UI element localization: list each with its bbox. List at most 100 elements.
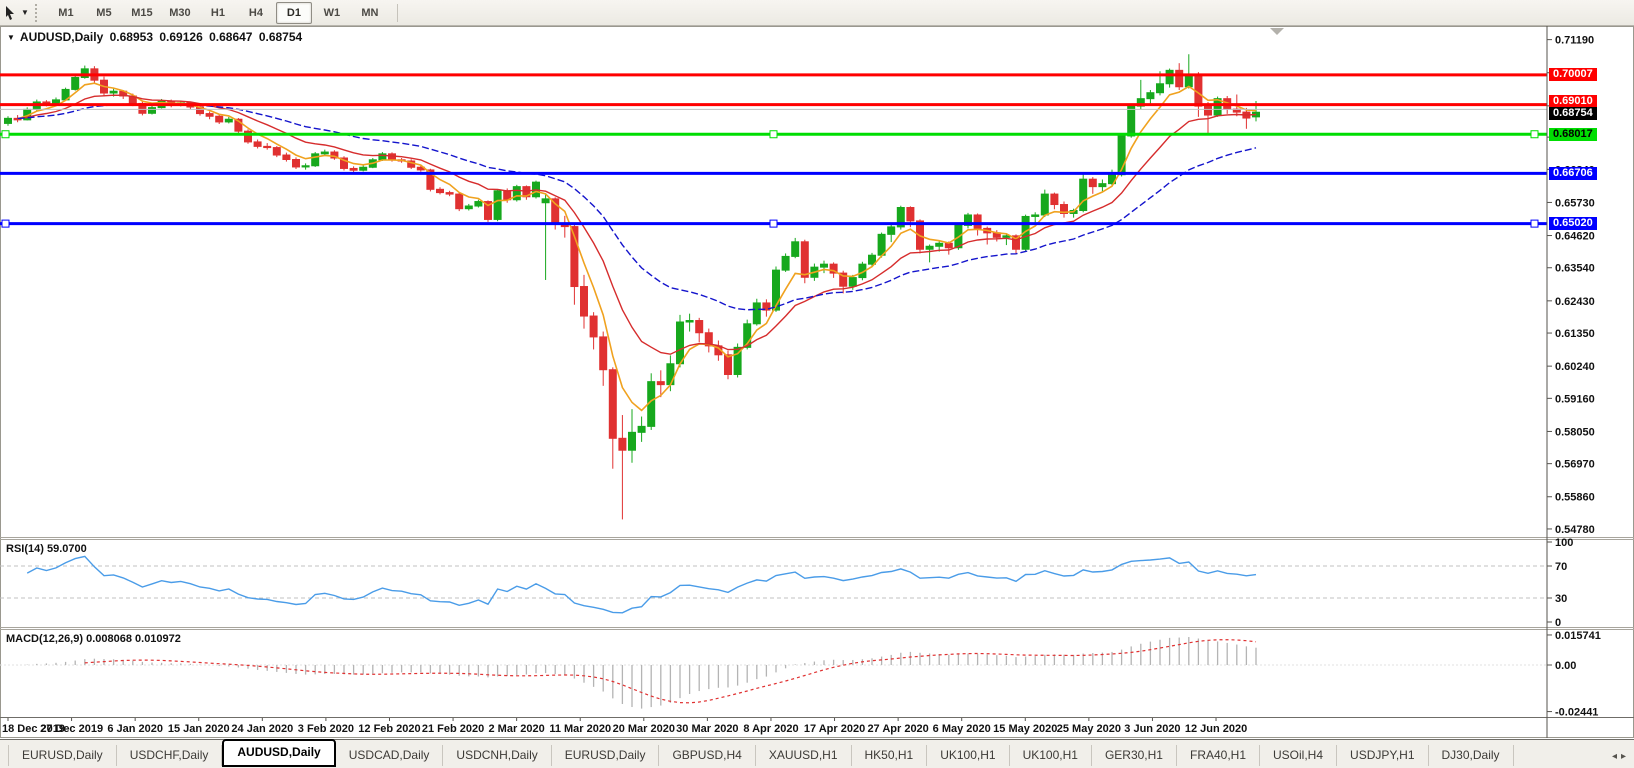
candle-body bbox=[685, 320, 694, 323]
candle-body bbox=[1127, 105, 1136, 137]
candle-body bbox=[1040, 193, 1049, 216]
chart-tab-dj30-daily[interactable]: DJ30,Daily bbox=[1429, 745, 1514, 766]
chart-tab-usoil-h4[interactable]: USOil,H4 bbox=[1260, 745, 1338, 766]
candle-body bbox=[1021, 215, 1030, 250]
chart-tab-eurusd-daily[interactable]: EURUSD,Daily bbox=[552, 745, 660, 766]
chart-tab-uk100-h1[interactable]: UK100,H1 bbox=[927, 745, 1010, 766]
candle-body bbox=[666, 363, 675, 386]
candle-body bbox=[541, 198, 550, 204]
candle-body bbox=[628, 431, 636, 451]
candle-body bbox=[762, 302, 771, 311]
candle-body bbox=[1204, 105, 1212, 116]
timeframe-button-w1[interactable]: W1 bbox=[323, 6, 341, 19]
line-handle[interactable] bbox=[1, 130, 10, 139]
candle-body bbox=[676, 321, 684, 365]
time-axis-label: 2 Mar 2020 bbox=[489, 723, 545, 735]
timeframe-button-m5[interactable]: M5 bbox=[96, 6, 112, 19]
candle-body bbox=[445, 192, 454, 195]
chart-tab-eurusd-daily[interactable]: EURUSD,Daily bbox=[8, 745, 117, 766]
timeframe-button-m30[interactable]: M30 bbox=[169, 6, 191, 19]
caret-down-icon[interactable]: ▼ bbox=[21, 8, 29, 17]
tab-scroll-left-icon[interactable]: ◂ bbox=[1611, 751, 1621, 762]
chart-tab-fra40-h1[interactable]: FRA40,H1 bbox=[1177, 745, 1261, 766]
candle-body bbox=[791, 241, 800, 257]
timeframe-button-h1[interactable]: H1 bbox=[210, 6, 225, 19]
candle-body bbox=[637, 425, 646, 433]
price-badge-0.66706: 0.66706 bbox=[1549, 166, 1597, 180]
axis-tick-label: -0.02441 bbox=[1555, 707, 1598, 719]
price-badge-0.68017: 0.68017 bbox=[1549, 127, 1597, 141]
chart-tab-audusd-daily[interactable]: AUDUSD,Daily bbox=[222, 739, 336, 767]
candle-body bbox=[1088, 178, 1097, 188]
chart-tabs: EURUSD,Daily USDCHF,Daily AUDUSD,Daily USDC… bbox=[0, 739, 1514, 768]
chart-tab-ger30-h1[interactable]: GER30,H1 bbox=[1092, 745, 1177, 766]
candle-body bbox=[484, 201, 492, 220]
axis-tick-label: 0.59160 bbox=[1555, 393, 1595, 405]
candle-body bbox=[781, 255, 790, 271]
candle-body bbox=[1098, 183, 1107, 188]
time-axis-label: 20 Mar 2020 bbox=[613, 723, 675, 735]
symbol-dropdown-icon[interactable]: ▼ bbox=[7, 33, 15, 42]
candle-body bbox=[973, 214, 982, 229]
candle-body bbox=[455, 193, 464, 210]
candle-body bbox=[935, 242, 944, 247]
candle-body bbox=[877, 233, 886, 256]
candle-body bbox=[589, 315, 598, 338]
timeframe-button-d1[interactable]: D1 bbox=[275, 1, 312, 24]
candle-body bbox=[340, 157, 348, 169]
time-axis-label: 30 Mar 2020 bbox=[676, 723, 738, 735]
candle-body bbox=[1060, 204, 1068, 214]
line-handle[interactable] bbox=[1, 219, 10, 228]
timeframe-button-mn[interactable]: MN bbox=[361, 6, 379, 19]
axis-tick-label: 30 bbox=[1555, 593, 1567, 605]
candle-body bbox=[263, 145, 272, 149]
candle-body bbox=[1079, 178, 1088, 211]
chart-tab-hk50-h1[interactable]: HK50,H1 bbox=[852, 745, 928, 766]
candle-body bbox=[215, 115, 224, 123]
candle-body bbox=[896, 207, 905, 228]
chart-tab-usdjpy-h1[interactable]: USDJPY,H1 bbox=[1337, 745, 1429, 766]
tab-scroll-right-icon[interactable]: ▸ bbox=[1620, 751, 1630, 762]
candle-body bbox=[1050, 193, 1059, 206]
chart-tab-usdchf-daily[interactable]: USDCHF,Daily bbox=[117, 745, 223, 766]
price-badge-0.70007: 0.70007 bbox=[1549, 68, 1597, 82]
price-badge-0.65020: 0.65020 bbox=[1549, 217, 1597, 231]
price-badge-0.68754: 0.68754 bbox=[1549, 106, 1597, 120]
candle-body bbox=[272, 147, 281, 156]
timeframe-button-m15[interactable]: M15 bbox=[131, 6, 153, 19]
candle-body bbox=[1165, 69, 1174, 85]
chart-shift-marker[interactable] bbox=[1270, 28, 1284, 35]
candle-body bbox=[1184, 74, 1193, 88]
line-handle[interactable] bbox=[769, 219, 778, 228]
chart-cursor-icon[interactable] bbox=[3, 5, 19, 21]
timeframe-button-m1[interactable]: M1 bbox=[58, 6, 74, 19]
candle-body bbox=[282, 154, 291, 160]
timeframe-button-h4[interactable]: H4 bbox=[248, 6, 263, 19]
line-handle[interactable] bbox=[769, 130, 778, 139]
chart-tab-xauusd-h1[interactable]: XAUUSD,H1 bbox=[756, 745, 852, 766]
line-handle[interactable] bbox=[1530, 130, 1539, 139]
candle-body bbox=[493, 190, 502, 220]
time-axis-label: 6 Jan 2020 bbox=[107, 723, 163, 735]
candle-body bbox=[820, 263, 828, 268]
rsi-line bbox=[26, 555, 1257, 614]
line-handle[interactable] bbox=[1530, 219, 1539, 228]
axis-tick-label: 0.58050 bbox=[1555, 426, 1595, 438]
candle-body bbox=[580, 286, 588, 317]
chart-tab-uk100-h1[interactable]: UK100,H1 bbox=[1010, 745, 1092, 766]
candle-body bbox=[724, 354, 732, 375]
toolbar-grip[interactable] bbox=[34, 3, 41, 22]
chart-tab-gbpusd-h4[interactable]: GBPUSD,H4 bbox=[659, 745, 756, 766]
time-axis-label: 24 Jan 2020 bbox=[231, 723, 293, 735]
tab-scroll-arrows[interactable]: ◂▸ bbox=[1612, 751, 1630, 762]
candle-body bbox=[464, 205, 473, 210]
candle-body bbox=[4, 117, 12, 124]
chart-tab-usdcnh-daily[interactable]: USDCNH,Daily bbox=[443, 745, 552, 766]
candle-body bbox=[800, 241, 809, 278]
time-axis-label: 15 Jan 2020 bbox=[168, 723, 230, 735]
chart-tab-usdcad-daily[interactable]: USDCAD,Daily bbox=[336, 745, 444, 766]
